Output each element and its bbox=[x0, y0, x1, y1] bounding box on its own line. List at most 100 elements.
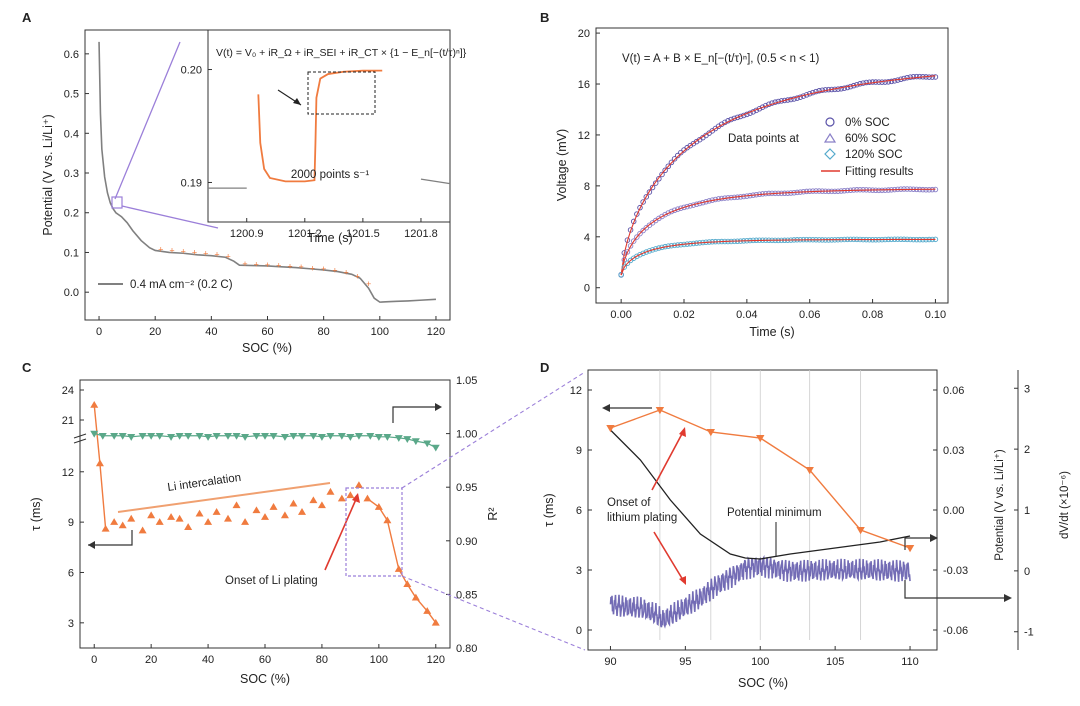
panel-b-y-tick-label-1: 4 bbox=[584, 232, 590, 244]
panel-c-x-tick-label-2: 40 bbox=[202, 654, 214, 666]
panel-c-r2-marker-15 bbox=[232, 432, 241, 440]
panel-d-y-ticks: 0 3 6 9 12 bbox=[570, 385, 592, 637]
panel-d-y-tick-label-4: 12 bbox=[570, 385, 582, 397]
panel-c-r2-marker-23 bbox=[309, 432, 318, 440]
panel-b-plot bbox=[618, 73, 939, 278]
panel-c-right-axis-arrowhead bbox=[435, 403, 442, 411]
panel-a-inset-y-ticks: 0.19 0.20 bbox=[181, 65, 212, 189]
panel-c-tau-marker-11 bbox=[184, 523, 193, 530]
panel-c-tau-marker-32 bbox=[383, 516, 392, 524]
panel-a-marker-5: + bbox=[214, 249, 219, 259]
panel-a-marker-10: + bbox=[276, 261, 281, 271]
panel-b-series-0-point-63 bbox=[816, 88, 822, 94]
panel-c-r2-marker-32 bbox=[394, 435, 403, 442]
panel-a: A 0 20 40 60 80 100 120 0.00.10.20.30.40.50.6 … bbox=[22, 10, 467, 355]
panel-c-r2-marker-1 bbox=[98, 432, 107, 440]
panel-c-x-tick-label-0: 0 bbox=[91, 654, 97, 666]
panel-d-y-right2-tick-label-4: 3 bbox=[1024, 383, 1030, 395]
panel-b-series-0-point-85 bbox=[885, 79, 892, 85]
panel-a-x-tick-label-6: 120 bbox=[427, 326, 445, 338]
panel-b-x-tick-label-5: 0.10 bbox=[925, 309, 946, 321]
panel-c-axis-break-1 bbox=[73, 433, 87, 439]
panel-c-plot bbox=[90, 401, 440, 626]
panel-b-series-0-point-37 bbox=[734, 114, 741, 121]
panel-c-tau-marker-9 bbox=[167, 513, 176, 520]
panel-d-right2-axis-arrow bbox=[904, 580, 1006, 599]
panel-a-zoom-box bbox=[111, 196, 123, 209]
panel-d-onset-arrowhead-down bbox=[679, 576, 686, 585]
panel-b-series-0-point-77 bbox=[860, 80, 866, 86]
panel-b-x-ticks: 0.00 0.02 0.04 0.06 0.08 0.10 bbox=[610, 299, 946, 321]
panel-a-y-tick-label-6: 0.6 bbox=[64, 49, 79, 61]
panel-a-y-ticks: 0.0 0.1 0.2 0.3 0.4 0.5 0.6 bbox=[64, 49, 89, 299]
panel-a-zoom-connector-bottom bbox=[121, 205, 219, 229]
panel-b-series-1-fit-line bbox=[620, 188, 936, 276]
panel-b: B 0.00 0.02 0.04 0.06 0.08 0.10 0 4 8 12 16 20 Tim… bbox=[540, 10, 949, 339]
panel-c-tau-marker-20 bbox=[269, 503, 278, 510]
panel-d-tau-marker-0 bbox=[606, 425, 615, 433]
panel-c-x-tick-label-5: 100 bbox=[370, 654, 388, 666]
panel-d-tau-marker-4 bbox=[805, 467, 814, 475]
panel-c-r2-marker-8 bbox=[167, 434, 176, 441]
panel-b-legend-label-1: 60% SOC bbox=[845, 133, 896, 145]
panel-c-r2-marker-19 bbox=[269, 432, 278, 440]
panel-d-y-right2-tick-label-0: -1 bbox=[1024, 627, 1034, 639]
panel-b-y-ticks: 0 4 8 12 16 20 bbox=[578, 28, 600, 295]
panel-c-y-tick-label-3: 12 bbox=[62, 467, 74, 479]
panel-b-series-1-point-4 bbox=[630, 238, 637, 244]
panel-d-tau-marker-5 bbox=[856, 527, 865, 535]
panel-a-inset-x-tick-label-0: 1200.9 bbox=[230, 228, 264, 240]
panel-a-marker-0: + bbox=[158, 244, 163, 254]
panel-a-marker-13: + bbox=[310, 263, 315, 273]
panel-b-y-tick-label-5: 20 bbox=[578, 28, 590, 40]
panel-d-plot bbox=[606, 370, 915, 640]
panel-d-y-right-tick-label-4: 0.06 bbox=[943, 385, 964, 397]
panel-b-series-1-point-6 bbox=[637, 230, 643, 237]
panel-d-y-right-tick-label-2: 0.00 bbox=[943, 505, 964, 517]
panel-a-y-label: Potential (V vs. Li/Li⁺) bbox=[41, 114, 55, 235]
panel-c-y-right-tick-label-5: 1.05 bbox=[456, 375, 477, 387]
panel-d-annotation-onset-line2: lithium plating bbox=[607, 512, 677, 524]
panel-b-series-0-point-92 bbox=[907, 74, 914, 80]
panel-a-zoom-connector-top bbox=[114, 41, 181, 200]
panel-a-y-tick-label-4: 0.4 bbox=[64, 128, 79, 140]
panel-c-y-tick-label-5: 24 bbox=[62, 385, 74, 397]
panel-b-series-0-point-70 bbox=[838, 86, 844, 92]
panel-c-r2-marker-10 bbox=[184, 432, 193, 440]
panel-c-r2-marker-3 bbox=[118, 432, 127, 440]
panel-c-tau-marker-35 bbox=[411, 593, 420, 601]
panel-a-letter: A bbox=[22, 10, 32, 25]
panel-b-series-0-point-94 bbox=[913, 73, 920, 80]
panel-c-tau-marker-0 bbox=[90, 401, 99, 408]
panel-b-legend-label-3: Fitting results bbox=[845, 166, 914, 178]
panel-b-series-1-point-14 bbox=[662, 211, 668, 218]
panel-b-series-0-point-78 bbox=[863, 79, 870, 86]
panel-d-y-right-tick-label-1: -0.03 bbox=[943, 565, 968, 577]
panel-a-inset-x-ticks: 1200.9 1201.2 1201.5 1201.8 bbox=[230, 218, 438, 240]
panel-c-x-tick-label-1: 20 bbox=[145, 654, 157, 666]
panel-d-x-tick-label-1: 95 bbox=[679, 656, 691, 668]
panel-c-tau-marker-37 bbox=[431, 618, 440, 626]
panel-c-r2-marker-35 bbox=[423, 440, 432, 448]
panel-d-tau-marker-1 bbox=[655, 407, 665, 415]
panel-a-legend-label: 0.4 mA cm⁻² (0.2 C) bbox=[130, 279, 233, 291]
panel-b-series-0-point-99 bbox=[929, 74, 936, 80]
panel-d-x-tick-label-3: 105 bbox=[826, 656, 844, 668]
panel-b-series-1-point-2 bbox=[624, 249, 631, 255]
panel-a-y-tick-label-2: 0.2 bbox=[64, 208, 79, 220]
panel-a-marker-18: + bbox=[366, 279, 371, 289]
panel-a-x-ticks: 0 20 40 60 80 100 120 bbox=[96, 316, 445, 338]
panel-b-series-2-fit-line bbox=[620, 238, 936, 276]
panel-c-tau-marker-23 bbox=[298, 508, 306, 515]
panel-d-x-tick-label-4: 110 bbox=[901, 656, 919, 668]
panel-b-series-0-point-10 bbox=[649, 184, 656, 191]
panel-c-r2-marker-21 bbox=[289, 432, 298, 440]
panel-b-legend-marker-1 bbox=[823, 132, 837, 143]
panel-b-series-1-point-5 bbox=[634, 234, 640, 240]
panel-c-r2-marker-29 bbox=[366, 432, 375, 440]
panel-c-r2-marker-25 bbox=[326, 432, 335, 440]
panel-b-letter: B bbox=[540, 10, 549, 25]
panel-a-marker-6: + bbox=[226, 251, 231, 261]
panel-b-series-0-point-16 bbox=[668, 159, 675, 166]
panel-b-series-0-point-91 bbox=[904, 74, 910, 81]
